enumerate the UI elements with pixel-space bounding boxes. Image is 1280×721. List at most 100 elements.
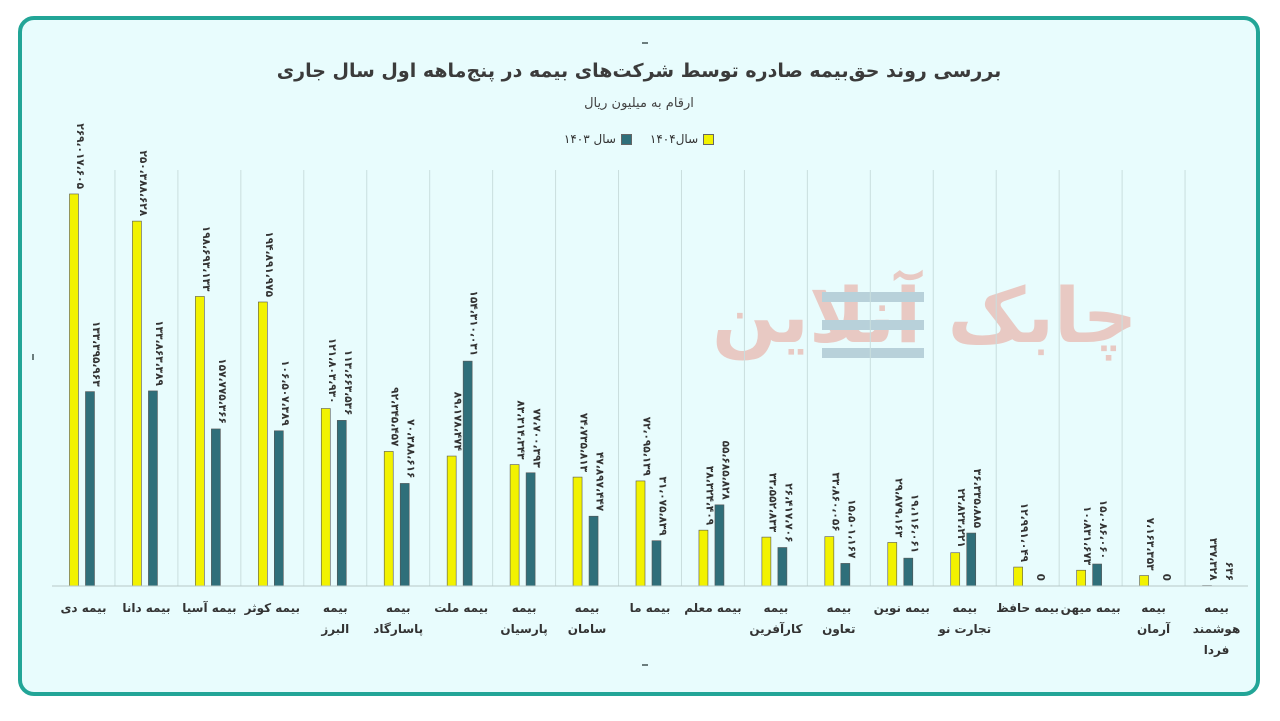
- data-label-1403: ۱۵،۰۸۶،۰۶۰: [1097, 500, 1109, 559]
- bar-1403[interactable]: [211, 428, 221, 587]
- legend-label-1404: سال۱۴۰۴: [649, 132, 699, 146]
- data-label-1404: ۷،۱۶۳،۳۵۳: [1144, 518, 1156, 571]
- chart-frame: بررسی روند حق‌بیمه صادره توسط شرکت‌های ب…: [18, 16, 1260, 696]
- watermark-bar-2: [822, 320, 924, 330]
- bar-1404[interactable]: [887, 542, 898, 587]
- category-label: بیمه سامان: [568, 601, 606, 636]
- category-label: بیمه تجارت نو: [937, 601, 991, 637]
- top-resize-handle[interactable]: [642, 42, 648, 44]
- chart-bars: [69, 193, 1228, 587]
- bar-chart: چابک آنلاین ۲۶۹،۰۱۷،۶۰۵ ۱۳۳،۳۹۵،۹۶۳ ۲۵۰،۳۸…: [52, 123, 1248, 657]
- data-label-1404: ۱۹۴،۸۹۱،۹۷۵: [263, 231, 275, 297]
- category-label: بیمه هوشمند فردا: [1193, 601, 1241, 657]
- watermark-text: چابک آنلاین: [712, 269, 1137, 361]
- bottom-resize-handle[interactable]: [642, 664, 648, 666]
- left-resize-handle[interactable]: [32, 354, 34, 360]
- data-label-1404: ۷۲،۰۹۵،۱۳۹: [641, 417, 653, 477]
- category-label: بیمه البرز: [320, 601, 349, 636]
- bar-1404[interactable]: [761, 536, 772, 587]
- bar-1404[interactable]: [824, 536, 835, 587]
- chart-data-labels: ۲۶۹،۰۱۷،۶۰۵ ۱۳۳،۳۹۵،۹۶۳ ۲۵۰،۳۸۸،۶۲۸ ۱۳۳،۸۶۳…: [74, 123, 1235, 581]
- category-label: بیمه میهن: [1061, 601, 1121, 615]
- bar-1404[interactable]: [195, 296, 205, 587]
- bar-1403[interactable]: [85, 391, 95, 587]
- bar-1404[interactable]: [132, 220, 142, 587]
- data-label-1403: ۱۰۶،۵۰۷،۳۸۹: [279, 360, 291, 426]
- category-label: بیمه پاسارگاد: [373, 601, 423, 636]
- bar-1404[interactable]: [1013, 566, 1023, 587]
- data-label-1403: ۱۹،۱۱۶،۰۶۱: [908, 494, 920, 553]
- bar-1404[interactable]: [446, 455, 457, 587]
- data-label-1404: ۲۲،۸۲۳،۲۲۱: [955, 488, 967, 547]
- watermark-logo: چابک آنلاین: [712, 269, 1137, 361]
- data-label-1404: ۸۳،۳۱۴،۳۴۳: [515, 400, 527, 460]
- category-label: بیمه دانا: [122, 601, 170, 615]
- bar-1404[interactable]: [1139, 575, 1149, 587]
- watermark-bar-1: [822, 292, 924, 302]
- data-label-1403: ۶۳۶: [1223, 562, 1235, 581]
- data-label-1404: ۱۲۱،۸۰۳،۹۳۰: [326, 338, 338, 404]
- bar-1404[interactable]: [635, 480, 646, 587]
- category-label: بیمه تعاون: [822, 601, 856, 637]
- bar-1404[interactable]: [69, 193, 79, 587]
- bar-1403[interactable]: [903, 557, 914, 587]
- data-label-1404: ۹۲،۳۴۵،۴۵۷: [389, 387, 401, 447]
- bar-1404[interactable]: [320, 408, 331, 587]
- category-label: بیمه آرمان: [1137, 601, 1171, 636]
- data-label-1403: ۷۷،۷۰۰،۳۹۳: [531, 409, 543, 469]
- data-label-1403: 0: [1034, 574, 1046, 581]
- data-label-1403: ۷۰،۳۸۸،۶۱۶: [405, 419, 417, 478]
- data-label-1403: ۲۶،۴۱۷،۷۰۶: [782, 483, 794, 542]
- bar-1404[interactable]: [1076, 569, 1086, 587]
- data-label-1403: 0: [1160, 574, 1172, 581]
- bar-1404[interactable]: [258, 301, 268, 587]
- legend-label-1403: سال ۱۴۰۳: [563, 132, 616, 146]
- bar-1403[interactable]: [840, 563, 851, 587]
- data-label-1404: ۳۳،۵۵۲،۸۳۳: [766, 473, 778, 533]
- category-label: بیمه نوین: [874, 601, 930, 616]
- legend-swatch-1404: [703, 133, 715, 145]
- bar-1403[interactable]: [274, 430, 284, 587]
- bar-1403[interactable]: [399, 483, 410, 587]
- bar-1403[interactable]: [148, 390, 158, 587]
- bar-1403[interactable]: [588, 515, 599, 587]
- category-label: بیمه پارسیان: [500, 601, 547, 636]
- category-label: بیمه حافظ: [996, 601, 1059, 615]
- legend-item-1403: سال ۱۴۰۳: [564, 132, 632, 146]
- category-label: بیمه کوثر: [244, 601, 300, 616]
- data-label-1404: ۱۲،۹۹۱،۰۴۹: [1018, 503, 1030, 563]
- category-label: بیمه آسیا: [182, 600, 236, 615]
- bar-1404[interactable]: [698, 529, 709, 587]
- data-label-1404: ۳۸،۳۲۴،۴۰۹: [703, 466, 715, 526]
- bar-1404[interactable]: [383, 451, 394, 587]
- watermark-bar-3: [822, 348, 924, 358]
- category-label: بیمه کارآفرین: [749, 601, 802, 636]
- bar-1403[interactable]: [651, 540, 662, 587]
- chart-title: بررسی روند حق‌بیمه صادره توسط شرکت‌های ب…: [276, 60, 1002, 82]
- legend-swatch-1403: [620, 133, 632, 145]
- data-label-1403: ۱۳۳،۳۹۵،۹۶۳: [90, 321, 102, 387]
- data-label-1404: ۷۴،۷۳۵،۸۱۳: [578, 413, 590, 473]
- data-label-1404: ۳۳۷،۳۲۸: [1207, 538, 1219, 581]
- bar-1404[interactable]: [509, 464, 520, 587]
- data-label-1404: ۲۶۹،۰۱۷،۶۰۵: [74, 123, 86, 189]
- bar-1403[interactable]: [1092, 563, 1102, 587]
- data-label-1403: ۵۵،۶۸۵،۸۲۸: [719, 441, 731, 501]
- data-label-1404: ۲۹،۸۷۹،۱۶۳: [892, 478, 904, 538]
- data-label-1403: ۳۶،۳۳۵،۸۸۵: [971, 469, 983, 529]
- data-label-1404: ۱۹۸،۶۹۳،۱۳۳: [200, 226, 212, 292]
- bar-1404[interactable]: [572, 476, 583, 587]
- data-label-1403: ۴۷،۸۹۷،۴۴۷: [594, 452, 606, 512]
- bar-1404[interactable]: [950, 552, 961, 587]
- data-label-1403: ۱۱۳،۶۶۳،۵۳۶: [342, 350, 354, 416]
- chart-gridlines: [114, 170, 1186, 586]
- data-label-1404: ۲۵۰،۳۸۸،۶۲۸: [137, 150, 149, 216]
- bar-1403[interactable]: [336, 420, 347, 587]
- data-label-1403: ۱۵۷،۷۷۵،۳۶۶: [216, 358, 228, 424]
- bar-1403[interactable]: [525, 472, 536, 587]
- data-label-1404: ۸۹،۱۷۸،۴۷۴: [452, 392, 464, 452]
- bar-1403[interactable]: [777, 547, 788, 587]
- data-label-1404: ۳۳،۸۶۰،۰۵۶: [829, 472, 841, 531]
- data-label-1403: ۱۳۳،۸۶۳،۳۸۹: [153, 320, 165, 386]
- category-label: بیمه دی: [60, 601, 106, 615]
